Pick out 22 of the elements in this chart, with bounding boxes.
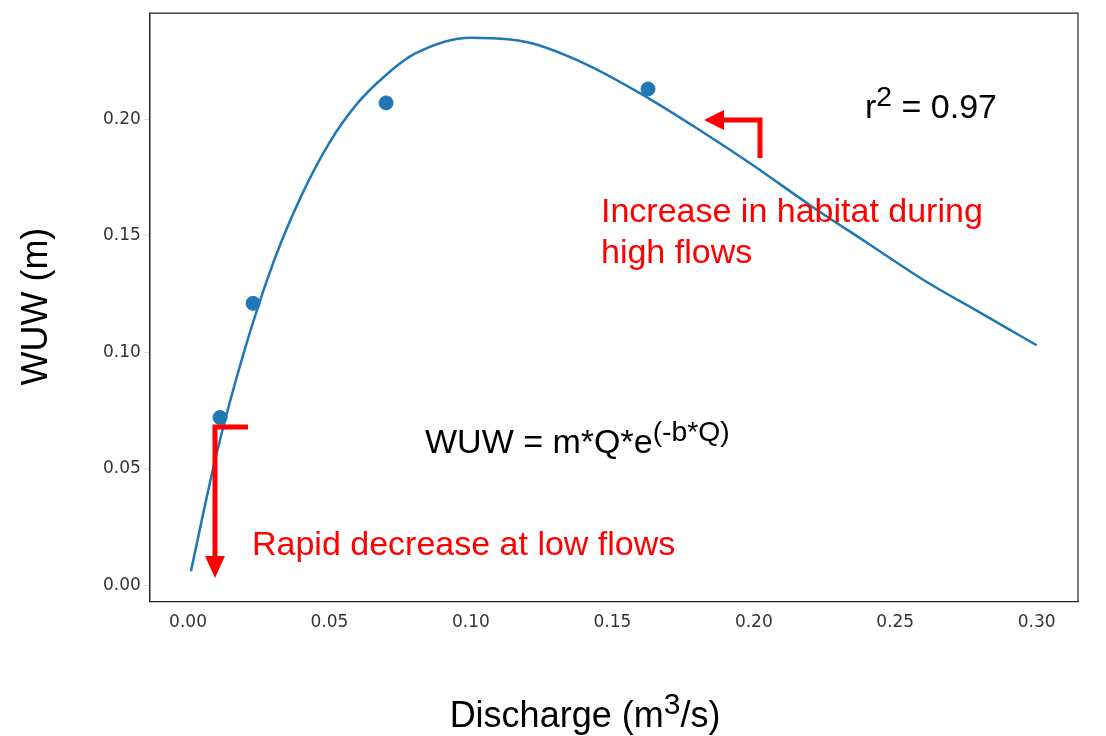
x-tick-label: 0.30 <box>1017 611 1056 632</box>
annotation: WUW = m*Q*e$^{(-b*Q)}$ <box>425 415 730 463</box>
y-tick-label: 0.20 <box>102 107 141 128</box>
x-tick-label: 0.05 <box>310 611 349 632</box>
y-tick-label: 0.00 <box>102 573 141 594</box>
annotation: r$^{2}$ = 0.97 <box>865 80 998 128</box>
y-axis-title: WUW (m) <box>13 226 57 388</box>
y-tick-label: 0.10 <box>102 340 141 361</box>
x-tick-label: 0.20 <box>734 611 773 632</box>
line-series <box>189 36 1038 573</box>
y-tick-label: 0.05 <box>102 457 141 478</box>
x-tick-label: 0.25 <box>876 611 915 632</box>
x-axis-title: Discharge (m$^{3}$/s) <box>448 686 722 736</box>
x-tick-label: 0.00 <box>169 611 207 632</box>
x-tick-label: 0.10 <box>452 611 490 632</box>
point <box>212 410 228 426</box>
x-tick-label: 0.15 <box>593 611 632 632</box>
annotation: Rapid decrease at low flows <box>252 523 676 564</box>
y-tick-label: 0.15 <box>102 224 141 245</box>
point <box>640 81 656 97</box>
point <box>378 95 394 111</box>
point <box>245 295 261 311</box>
